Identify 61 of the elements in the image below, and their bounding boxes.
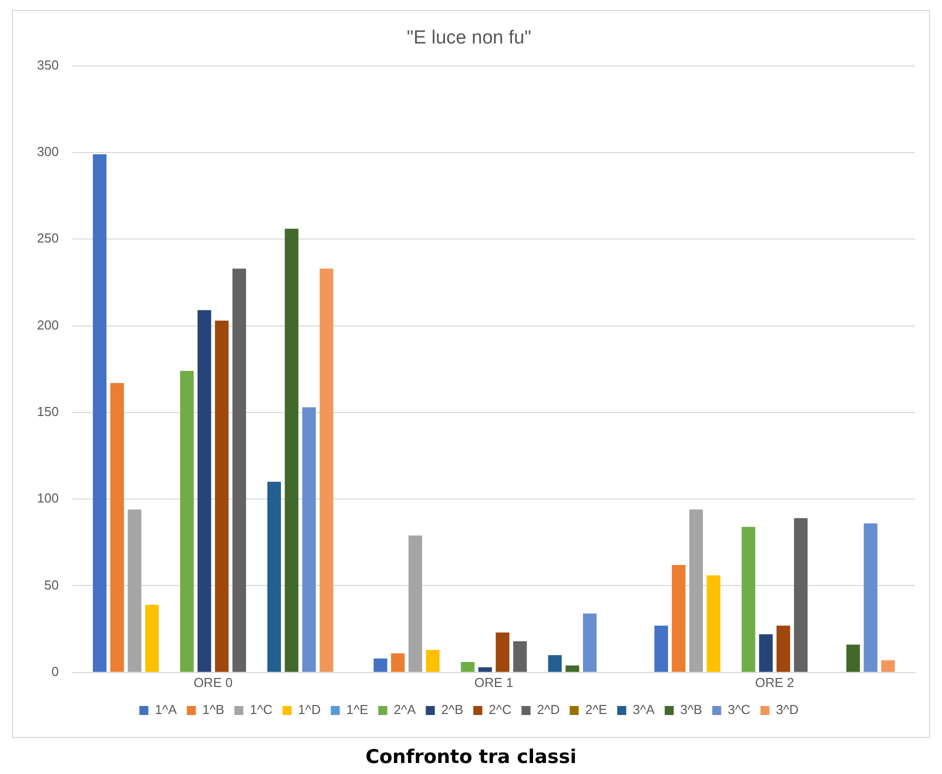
bar	[128, 509, 142, 672]
y-tick-label: 100	[36, 490, 59, 506]
bar	[320, 268, 334, 672]
legend-label: 3^A	[632, 702, 656, 718]
y-tick-label: 350	[36, 57, 59, 72]
bar	[460, 662, 474, 672]
bar	[742, 526, 756, 672]
bar	[496, 632, 510, 672]
bar	[145, 604, 159, 672]
legend-label: 2^D	[537, 702, 560, 718]
legend-label: 2^E	[585, 702, 608, 718]
bar	[232, 268, 246, 672]
bar	[794, 518, 808, 672]
x-tick-label: ORE 1	[474, 674, 514, 690]
legend-label: 2^C	[488, 702, 512, 718]
bar	[426, 650, 440, 672]
legend-label: 3^B	[680, 702, 702, 718]
bar	[776, 626, 790, 672]
bar	[374, 658, 388, 672]
legend-label: 1^E	[346, 702, 369, 718]
y-tick-label: 300	[36, 144, 59, 160]
legend-label: 2^A	[394, 702, 416, 718]
bar	[513, 641, 527, 672]
bar	[864, 523, 878, 672]
bar	[689, 509, 703, 672]
y-tick-label: 200	[36, 317, 59, 332]
legend-label: 1^B	[202, 702, 224, 718]
text: Confronto tra classi	[364, 746, 578, 768]
chart-title: "E luce non fu"	[406, 28, 532, 49]
bar	[302, 407, 316, 672]
x-tick-label: ORE 0	[194, 674, 233, 690]
bar	[654, 626, 668, 672]
bar	[267, 482, 281, 672]
bar	[548, 655, 562, 672]
bar	[180, 370, 194, 672]
legend-label: 1^A	[154, 702, 178, 718]
bar	[92, 154, 106, 672]
bar	[214, 320, 229, 672]
bar	[110, 382, 124, 672]
bar	[759, 634, 773, 672]
bar	[284, 228, 298, 672]
y-tick-label: 0	[51, 664, 59, 679]
legend-label: 1^C	[250, 702, 273, 718]
y-tick-label: 250	[36, 230, 59, 246]
legend-label: 3^D	[776, 702, 799, 718]
bar	[198, 310, 212, 672]
bar	[478, 667, 492, 672]
bar	[706, 575, 720, 672]
legend-label: 3^C	[728, 702, 750, 718]
bar	[391, 653, 405, 672]
y-tick-label: 50	[44, 577, 59, 592]
x-tick-label: ORE 2	[755, 674, 794, 690]
bar	[566, 665, 580, 672]
bar	[408, 535, 422, 672]
bar	[672, 564, 686, 672]
legend-label: 2^B	[441, 702, 464, 718]
bar	[583, 613, 597, 672]
legend-label: 1^D	[298, 702, 321, 718]
y-tick-label: 150	[36, 404, 59, 420]
bar	[846, 644, 860, 672]
bar	[881, 660, 895, 672]
